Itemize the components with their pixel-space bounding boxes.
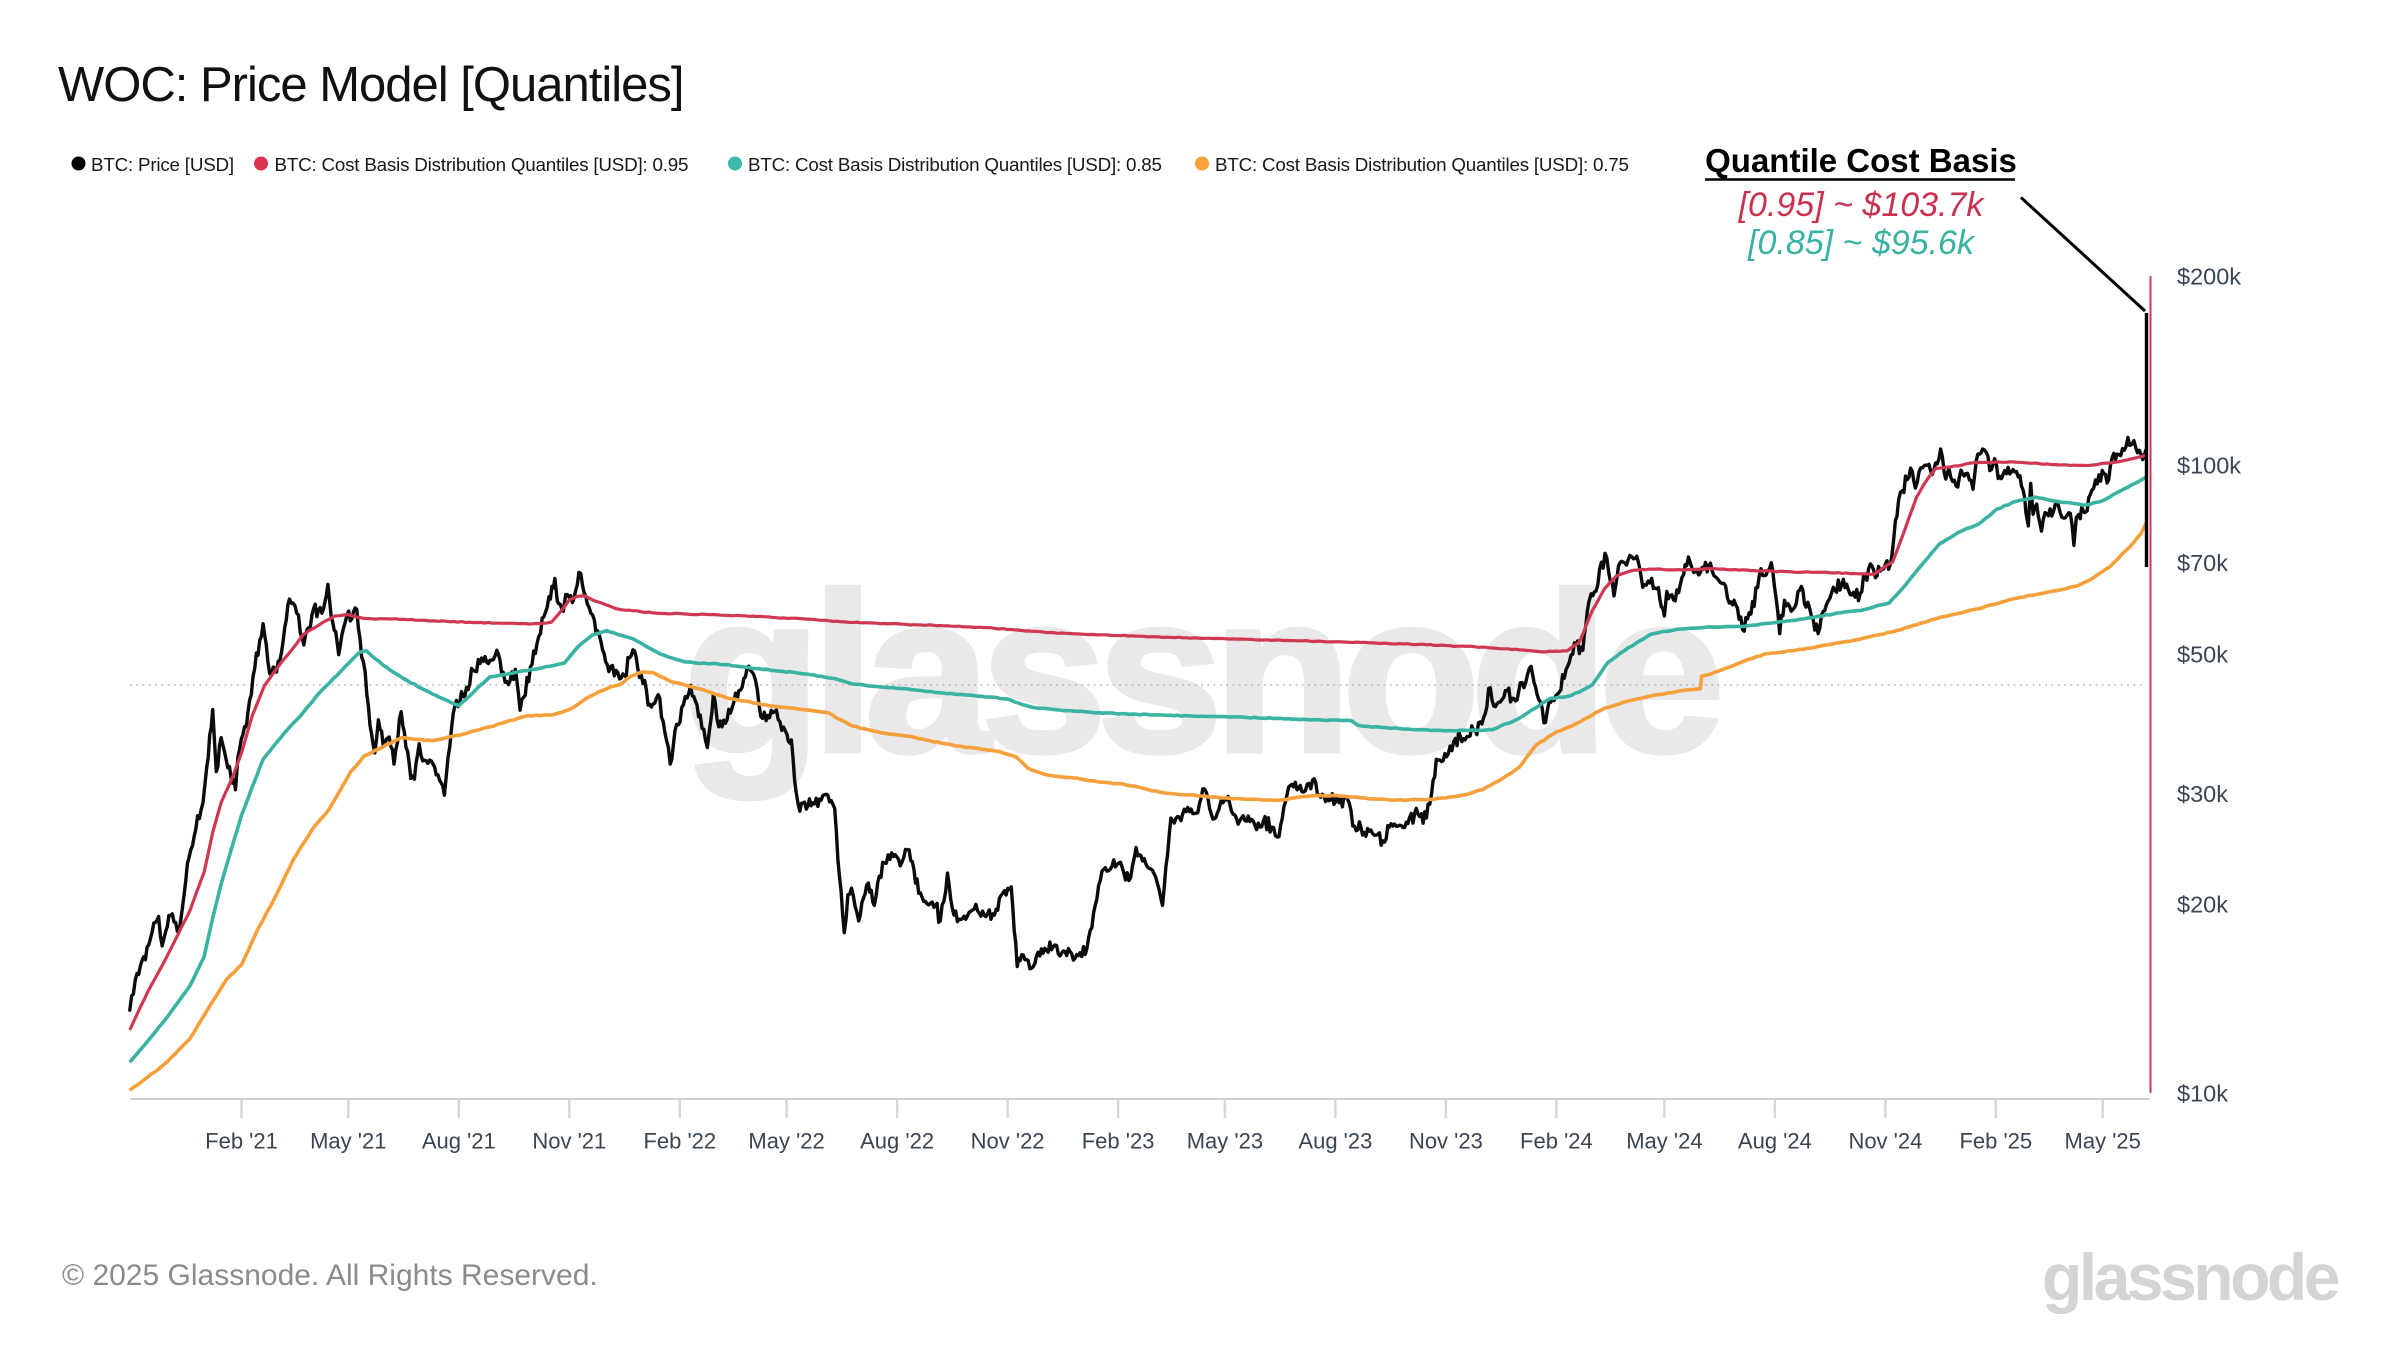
svg-text:BTC: Cost Basis Distribution Q: BTC: Cost Basis Distribution Quantiles [… <box>275 154 689 175</box>
svg-text:BTC: Cost Basis Distribution Q: BTC: Cost Basis Distribution Quantiles [… <box>748 154 1162 175</box>
svg-text:glassnode: glassnode <box>2042 1240 2339 1314</box>
svg-text:$100k: $100k <box>2177 453 2241 479</box>
svg-text:May '25: May '25 <box>2065 1129 2141 1154</box>
svg-text:$50k: $50k <box>2177 642 2228 668</box>
svg-text:Feb '21: Feb '21 <box>205 1129 278 1154</box>
svg-text:Nov '24: Nov '24 <box>1848 1129 1922 1154</box>
svg-text:Feb '25: Feb '25 <box>1959 1129 2032 1154</box>
svg-text:[0.95] ~ $103.7k: [0.95] ~ $103.7k <box>1738 186 1986 224</box>
svg-text:Quantile Cost Basis: Quantile Cost Basis <box>1705 142 2017 179</box>
svg-text:Feb '23: Feb '23 <box>1082 1129 1155 1154</box>
svg-text:Feb '22: Feb '22 <box>643 1129 716 1154</box>
svg-text:May '24: May '24 <box>1626 1129 1702 1154</box>
svg-text:glassnode: glassnode <box>683 546 1717 799</box>
svg-text:May '21: May '21 <box>310 1129 386 1154</box>
svg-text:Nov '23: Nov '23 <box>1409 1129 1483 1154</box>
svg-text:Aug '22: Aug '22 <box>860 1129 934 1154</box>
svg-text:May '23: May '23 <box>1187 1129 1263 1154</box>
svg-text:$20k: $20k <box>2177 892 2228 918</box>
svg-text:$200k: $200k <box>2177 264 2241 290</box>
svg-text:Aug '23: Aug '23 <box>1298 1129 1372 1154</box>
svg-text:Nov '21: Nov '21 <box>532 1129 606 1154</box>
svg-text:Nov '22: Nov '22 <box>971 1129 1045 1154</box>
svg-text:$10k: $10k <box>2177 1081 2228 1107</box>
svg-text:[0.85] ~ $95.6k: [0.85] ~ $95.6k <box>1747 224 1976 262</box>
svg-text:Aug '21: Aug '21 <box>422 1129 496 1154</box>
svg-text:May '22: May '22 <box>748 1129 824 1154</box>
svg-text:© 2025 Glassnode. All Rights R: © 2025 Glassnode. All Rights Reserved. <box>62 1259 598 1292</box>
svg-text:Aug '24: Aug '24 <box>1738 1129 1812 1154</box>
svg-text:$70k: $70k <box>2177 550 2228 576</box>
svg-text:BTC: Price [USD]: BTC: Price [USD] <box>91 154 234 175</box>
svg-text:WOC: Price Model [Quantiles]: WOC: Price Model [Quantiles] <box>58 58 684 112</box>
svg-text:BTC: Cost Basis Distribution Q: BTC: Cost Basis Distribution Quantiles [… <box>1215 154 1629 175</box>
svg-text:Feb '24: Feb '24 <box>1520 1129 1593 1154</box>
svg-text:$30k: $30k <box>2177 781 2228 807</box>
